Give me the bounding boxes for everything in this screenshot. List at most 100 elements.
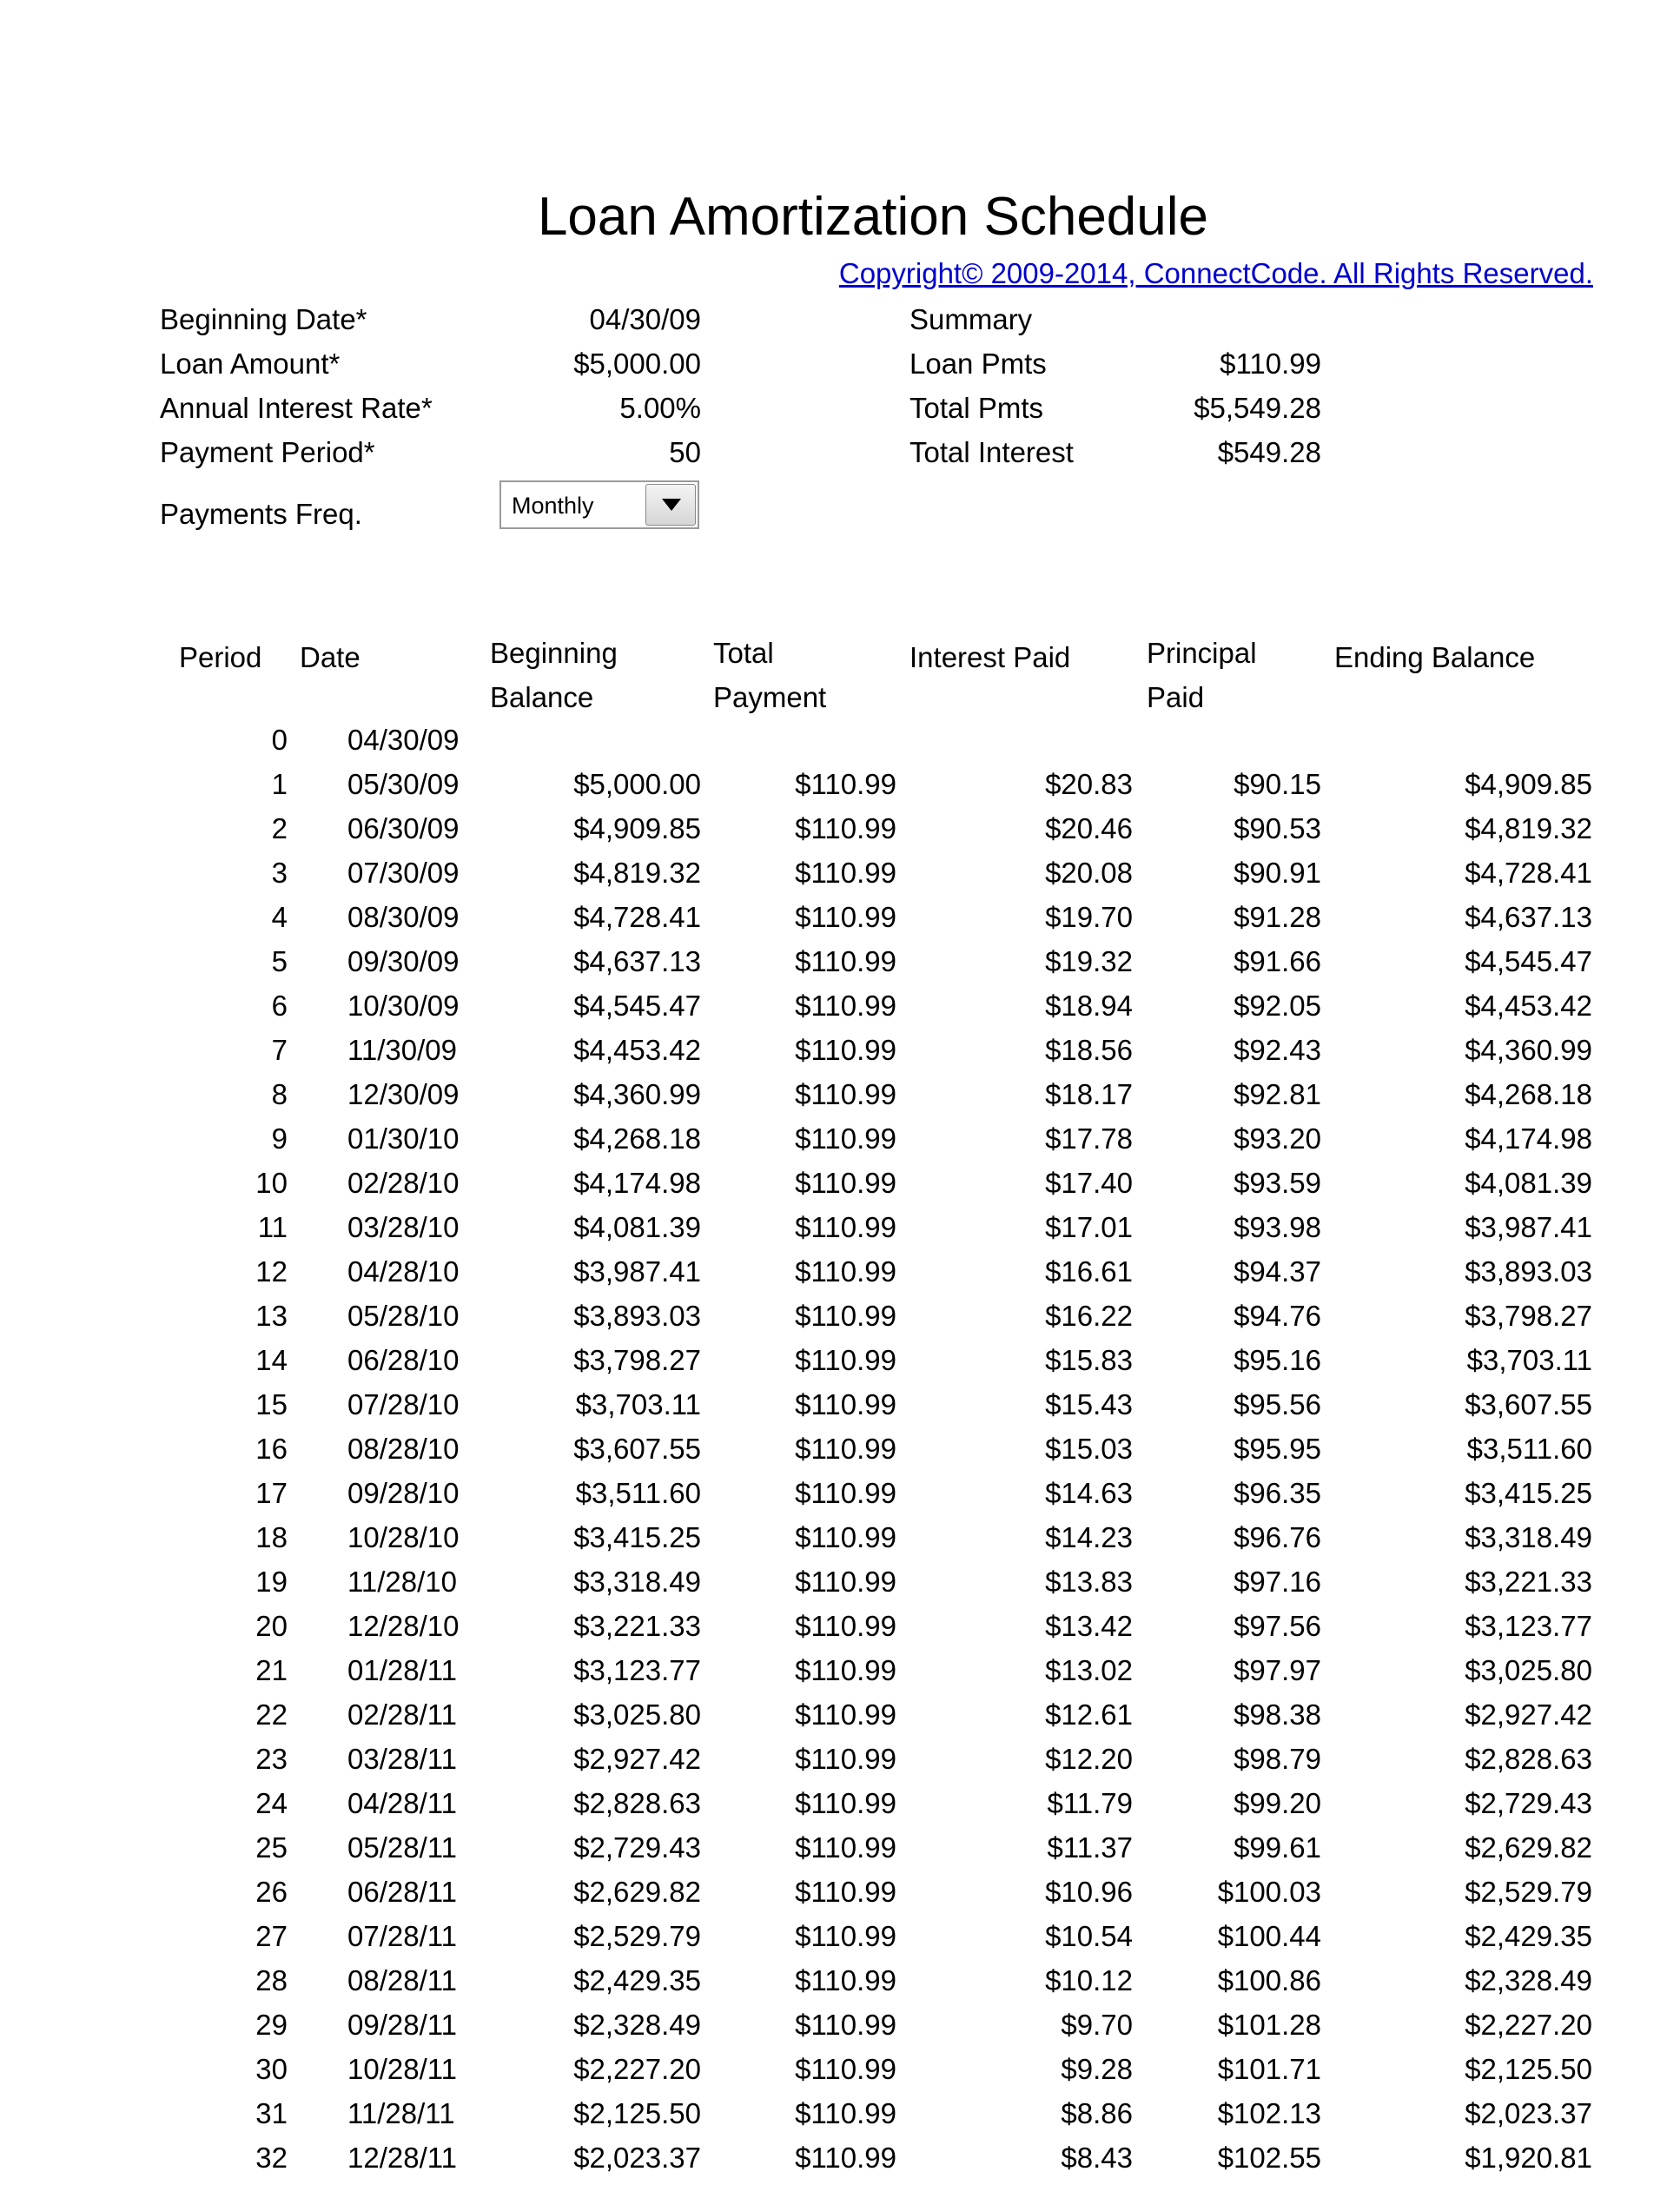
total-payment-cell: $110.99 xyxy=(795,901,896,933)
beginning-balance-cell: $3,893.03 xyxy=(573,1300,701,1332)
interest-paid-cell: $18.94 xyxy=(1045,990,1133,1022)
total-payment-cell: $110.99 xyxy=(795,857,896,889)
table-row: 26 06/28/11 $2,629.82 $110.99 $10.96 $100.03 $… xyxy=(0,1875,1680,1919)
ending-balance-cell: $4,637.13 xyxy=(1465,901,1592,933)
principal-paid-cell: $99.20 xyxy=(1234,1787,1321,1819)
period-cell: 24 xyxy=(255,1787,288,1819)
interest-paid-cell: $17.01 xyxy=(1045,1211,1133,1243)
interest-paid-cell: $10.54 xyxy=(1045,1920,1133,1952)
ending-balance-cell: $3,607.55 xyxy=(1465,1388,1592,1420)
interest-paid-cell: $9.28 xyxy=(1061,2053,1133,2085)
total-payment-cell: $110.99 xyxy=(795,768,896,800)
date-cell: 12/28/11 xyxy=(347,2142,458,2174)
principal-paid-cell: $99.61 xyxy=(1234,1831,1321,1864)
header-beginning-balance-1: Beginning xyxy=(490,637,618,669)
date-cell: 11/30/09 xyxy=(347,1034,458,1066)
principal-paid-cell: $102.13 xyxy=(1217,2097,1321,2129)
period-cell: 20 xyxy=(255,1610,288,1642)
date-cell: 10/28/11 xyxy=(347,2053,458,2085)
ending-balance-cell: $2,729.43 xyxy=(1465,1787,1592,1819)
payments-freq-dropdown[interactable]: Monthly xyxy=(499,480,699,529)
table-row: 23 03/28/11 $2,927.42 $110.99 $12.20 $98.79 $2… xyxy=(0,1742,1680,1786)
period-cell: 28 xyxy=(255,1964,288,1996)
total-payment-cell: $110.99 xyxy=(795,1122,896,1155)
interest-paid-cell: $9.70 xyxy=(1061,2009,1133,2041)
principal-paid-cell: $102.55 xyxy=(1217,2142,1321,2174)
period-cell: 32 xyxy=(255,2142,288,2174)
total-payment-cell: $110.99 xyxy=(795,2053,896,2085)
total-pmts-value: $5,549.28 xyxy=(1194,392,1321,424)
total-interest-value: $549.28 xyxy=(1217,436,1321,468)
principal-paid-cell: $94.37 xyxy=(1234,1255,1321,1288)
ending-balance-cell: $4,081.39 xyxy=(1465,1167,1592,1199)
copyright-link[interactable]: Copyright© 2009-2014, ConnectCode. All R… xyxy=(838,257,1593,289)
ending-balance-cell: $2,927.42 xyxy=(1465,1698,1592,1731)
date-cell: 01/28/11 xyxy=(347,1654,458,1686)
interest-rate-value[interactable]: 5.00% xyxy=(619,392,701,424)
interest-paid-cell: $20.83 xyxy=(1045,768,1133,800)
total-payment-cell: $110.99 xyxy=(795,1610,896,1642)
date-cell: 11/28/10 xyxy=(347,1566,458,1598)
table-row: 21 01/28/11 $3,123.77 $110.99 $13.02 $97.97 $3… xyxy=(0,1653,1680,1698)
period-cell: 6 xyxy=(271,990,288,1022)
beginning-balance-cell: $3,221.33 xyxy=(573,1610,701,1642)
loan-amount-label: Loan Amount* xyxy=(160,348,341,380)
ending-balance-cell: $2,125.50 xyxy=(1465,2053,1592,2085)
interest-paid-cell: $19.70 xyxy=(1045,901,1133,933)
header-principal-paid-2: Paid xyxy=(1147,681,1205,713)
period-cell: 14 xyxy=(255,1344,288,1376)
principal-paid-cell: $93.98 xyxy=(1234,1211,1321,1243)
table-row: 14 06/28/10 $3,798.27 $110.99 $15.83 $95.16 $3… xyxy=(0,1343,1680,1387)
date-cell: 05/30/09 xyxy=(347,768,460,800)
table-row: 19 11/28/10 $3,318.49 $110.99 $13.83 $97.16 $3… xyxy=(0,1565,1680,1609)
period-cell: 31 xyxy=(255,2097,288,2129)
ending-balance-cell: $4,545.47 xyxy=(1465,945,1592,977)
period-cell: 2 xyxy=(271,812,288,844)
interest-paid-cell: $15.03 xyxy=(1045,1433,1133,1465)
header-period: Period xyxy=(179,641,262,673)
total-payment-cell: $110.99 xyxy=(795,2097,896,2129)
table-row: 2 06/30/09 $4,909.85 $110.99 $20.46 $90.53 $4,… xyxy=(0,811,1680,856)
total-pmts-label: Total Pmts xyxy=(909,392,1044,424)
period-cell: 16 xyxy=(255,1433,288,1465)
total-payment-cell: $110.99 xyxy=(795,945,896,977)
principal-paid-cell: $97.16 xyxy=(1234,1566,1321,1598)
date-cell: 05/28/10 xyxy=(347,1300,460,1332)
payment-period-label: Payment Period* xyxy=(160,436,375,468)
total-payment-cell: $110.99 xyxy=(795,1876,896,1908)
payment-period-value[interactable]: 50 xyxy=(669,436,701,468)
date-cell: 04/28/11 xyxy=(347,1787,458,1819)
beginning-balance-cell: $3,987.41 xyxy=(573,1255,701,1288)
ending-balance-cell: $4,909.85 xyxy=(1465,768,1592,800)
beginning-balance-cell: $4,545.47 xyxy=(573,990,701,1022)
table-row: 16 08/28/10 $3,607.55 $110.99 $15.03 $95.95 $3… xyxy=(0,1432,1680,1476)
total-payment-cell: $110.99 xyxy=(795,1388,896,1420)
header-principal-paid-1: Principal xyxy=(1147,637,1257,669)
table-row: 6 10/30/09 $4,545.47 $110.99 $18.94 $92.05 $4,… xyxy=(0,989,1680,1033)
date-cell: 06/30/09 xyxy=(347,812,460,844)
principal-paid-cell: $95.16 xyxy=(1234,1344,1321,1376)
period-cell: 15 xyxy=(255,1388,288,1420)
beginning-balance-cell: $3,123.77 xyxy=(573,1654,701,1686)
beginning-date-value[interactable]: 04/30/09 xyxy=(589,303,701,335)
date-cell: 07/28/11 xyxy=(347,1920,458,1952)
table-row: 3 07/30/09 $4,819.32 $110.99 $20.08 $90.91 $4,… xyxy=(0,856,1680,900)
header-total-payment-1: Total xyxy=(713,637,774,669)
total-payment-cell: $110.99 xyxy=(795,1654,896,1686)
date-cell: 09/28/11 xyxy=(347,2009,458,2041)
ending-balance-cell: $2,328.49 xyxy=(1465,1964,1592,1996)
interest-paid-cell: $11.37 xyxy=(1047,1831,1133,1864)
beginning-balance-cell: $4,174.98 xyxy=(573,1167,701,1199)
period-cell: 30 xyxy=(255,2053,288,2085)
interest-paid-cell: $8.43 xyxy=(1061,2142,1133,2174)
loan-amount-value[interactable]: $5,000.00 xyxy=(573,348,701,380)
total-payment-cell: $110.99 xyxy=(795,1787,896,1819)
chevron-down-icon[interactable] xyxy=(645,484,696,526)
period-cell: 22 xyxy=(255,1698,288,1731)
interest-paid-cell: $10.12 xyxy=(1045,1964,1133,1996)
interest-paid-cell: $15.43 xyxy=(1045,1388,1133,1420)
table-row: 25 05/28/11 $2,729.43 $110.99 $11.37 $99.61 $2… xyxy=(0,1831,1680,1875)
period-cell: 29 xyxy=(255,2009,288,2041)
table-row: 22 02/28/11 $3,025.80 $110.99 $12.61 $98.38 $2… xyxy=(0,1698,1680,1742)
period-cell: 7 xyxy=(271,1034,288,1066)
